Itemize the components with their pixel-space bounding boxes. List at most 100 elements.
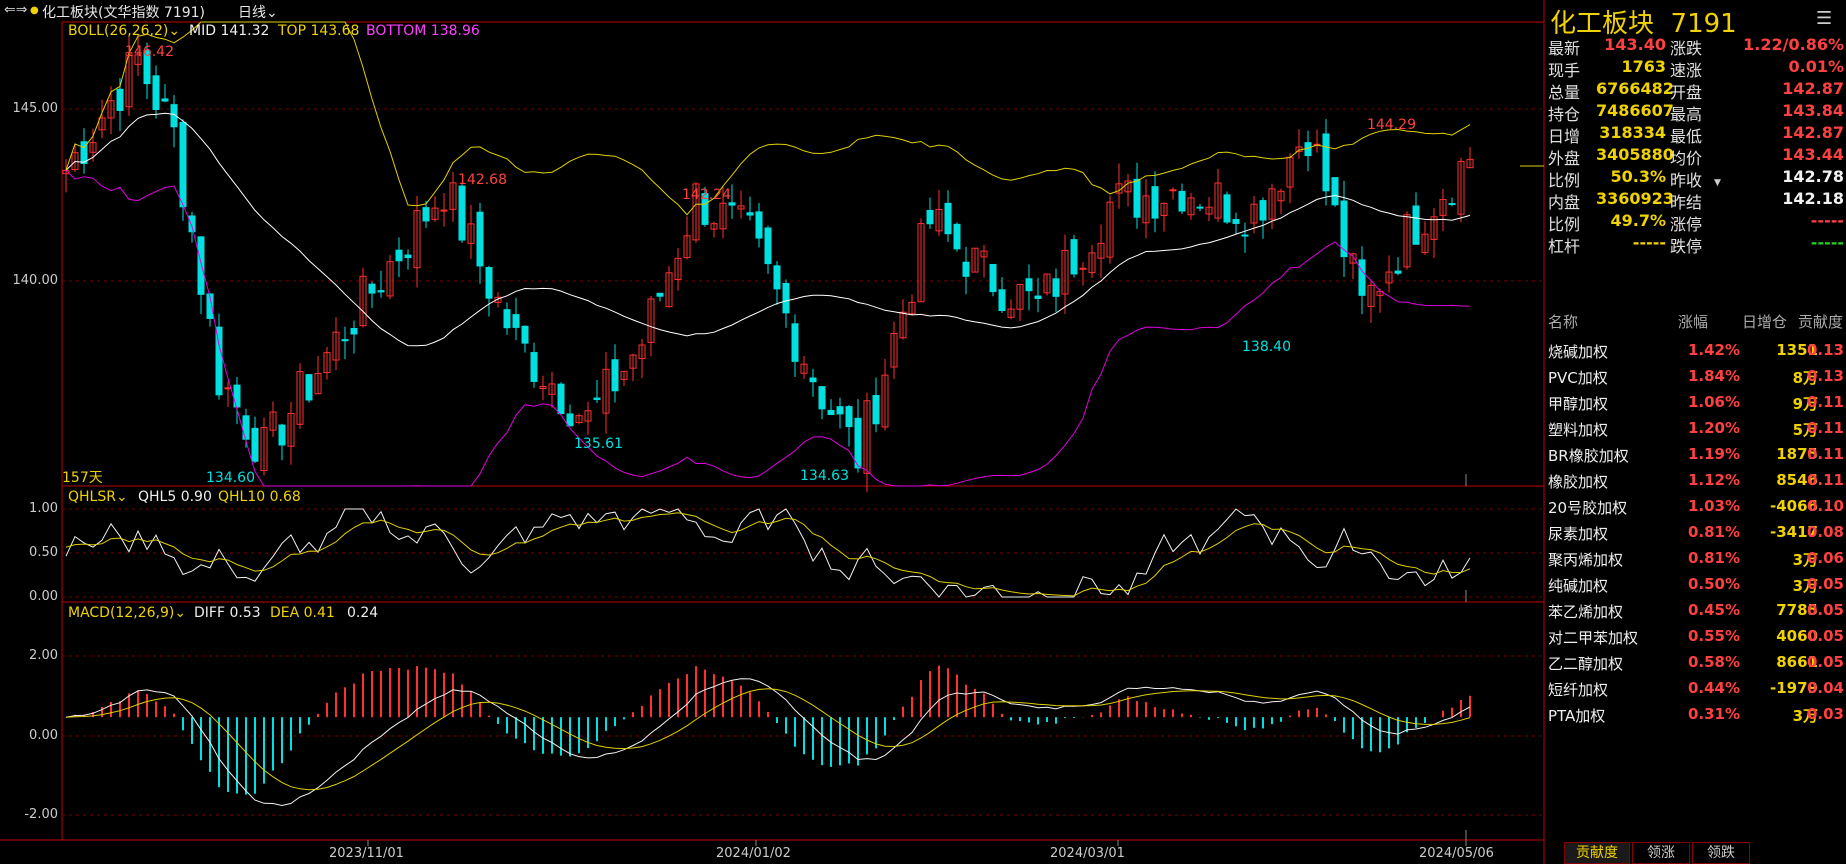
back-arrows-icon[interactable]: ⇐⇒ <box>4 2 28 18</box>
col-header-contrib[interactable]: 贡献度 <box>1798 313 1844 331</box>
menu-lines-icon[interactable]: ☰ <box>1816 8 1833 29</box>
row-contrib: 0.11 <box>1806 419 1844 437</box>
quote-panel: 化工板块 7191 ☰ 最新 143.40 涨跌 1.22/0.86% 现手 17… <box>1546 0 1846 864</box>
candle-body <box>80 141 88 164</box>
candle-body <box>152 75 160 110</box>
candle-body <box>584 410 592 422</box>
chevron-down-icon: ⌄ <box>266 5 278 21</box>
price-annotation: 138.40 <box>1242 339 1291 355</box>
candle-body <box>530 352 538 382</box>
row-name: PVC加权 <box>1548 369 1608 387</box>
candle-body <box>1457 160 1465 215</box>
row-contrib: 0.11 <box>1806 445 1844 463</box>
qhlsr-indicator-label[interactable]: QHLSR⌄ <box>68 489 128 505</box>
y-tick-label: -2.00 <box>24 807 58 822</box>
candle-body <box>1007 308 1015 318</box>
boll-mid-value: MID 141.32 <box>189 23 270 39</box>
candle-body <box>674 257 682 280</box>
quote-label: 昨结 <box>1670 193 1703 212</box>
candle-body <box>962 261 970 277</box>
col-header-name[interactable]: 名称 <box>1548 313 1579 331</box>
candle-body <box>908 301 916 315</box>
candle-body <box>953 223 961 250</box>
candle-body <box>467 223 475 244</box>
row-contrib: 0.13 <box>1806 341 1844 359</box>
quote-value: 6766482 <box>1596 79 1674 98</box>
candle-body <box>197 236 205 295</box>
candle-body <box>854 417 862 469</box>
row-name: 烧碱加权 <box>1548 343 1609 361</box>
row-change: 1.19% <box>1687 445 1740 463</box>
candle-body <box>269 411 277 431</box>
candle-body <box>1034 295 1042 299</box>
candle-body <box>989 263 997 293</box>
chevron-down-icon: ⌄ <box>174 605 187 621</box>
candle-body <box>620 370 628 380</box>
candle-body <box>332 331 340 361</box>
candle-body <box>593 397 601 400</box>
candle-body <box>134 54 142 65</box>
macd-dea-value: DEA 0.41 <box>270 605 335 621</box>
row-change: 0.81% <box>1687 523 1740 541</box>
candle-body <box>260 426 268 472</box>
candle-body <box>323 352 331 374</box>
candle-body <box>179 121 187 208</box>
quote-value: 0.01% <box>1788 57 1844 76</box>
candle-body <box>557 383 565 415</box>
row-change: 1.42% <box>1687 341 1740 359</box>
candle-body <box>1259 200 1267 221</box>
caret-down-icon[interactable]: ▼ <box>1714 178 1721 188</box>
quote-value: 50.3% <box>1610 167 1666 186</box>
candle-body <box>809 377 817 383</box>
candle-body <box>215 326 223 396</box>
candle-body <box>350 327 358 335</box>
period-selector[interactable]: 日线⌄ <box>238 2 278 22</box>
candle-body <box>170 104 178 128</box>
candle-body <box>683 235 691 259</box>
row-change: 1.03% <box>1687 497 1740 515</box>
macd-hist-value: 0.24 <box>347 605 379 621</box>
row-oi: 5万 <box>1792 421 1818 439</box>
quote-value: 142.78 <box>1782 167 1844 186</box>
candle-body <box>1358 259 1366 296</box>
quote-value: 143.44 <box>1782 145 1844 164</box>
row-name: BR橡胶加权 <box>1548 447 1629 465</box>
macd-indicator-label[interactable]: MACD(12,26,9)⌄ <box>68 605 187 621</box>
candle-body <box>1349 253 1357 264</box>
candle-body <box>71 152 79 171</box>
candle-body <box>458 185 466 241</box>
panel-title: 化工板块 7191 <box>1550 9 1737 39</box>
chart-topbar: ⇐⇒ ● 化工板块(文华指数 7191) 日线⌄ <box>0 0 1544 22</box>
row-change: 1.12% <box>1687 471 1740 489</box>
candle-body <box>827 409 835 416</box>
candle-body <box>314 373 322 395</box>
row-oi: -1979 <box>1770 679 1818 697</box>
candle-body <box>800 363 808 374</box>
chart-canvas[interactable] <box>0 0 1546 864</box>
row-oi: 8546 <box>1776 471 1818 489</box>
quote-label: 开盘 <box>1670 83 1703 102</box>
candle-body <box>251 427 259 462</box>
candle-body <box>521 325 529 344</box>
candle-body <box>440 209 448 212</box>
tab-contribution[interactable]: 贡献度 <box>1564 842 1630 864</box>
boll-top-line <box>65 21 1471 216</box>
row-contrib: 0.05 <box>1806 575 1844 593</box>
candle-body <box>1466 158 1474 169</box>
tab-top-losers[interactable]: 领跌 <box>1692 842 1750 864</box>
row-oi: 7785 <box>1776 601 1818 619</box>
boll-indicator-label[interactable]: BOLL(26,26,2)⌄ <box>68 23 181 39</box>
candle-body <box>1061 249 1069 295</box>
row-oi: 8661 <box>1776 653 1818 671</box>
quote-label: 比例 <box>1548 171 1581 190</box>
price-annotation: 134.60 <box>206 470 255 486</box>
candle-body <box>1394 270 1402 274</box>
instrument-title: 化工板块(文华指数 7191) <box>42 5 206 21</box>
candle-body <box>1106 201 1114 258</box>
row-change: 0.50% <box>1687 575 1740 593</box>
col-header-change[interactable]: 涨幅 <box>1678 313 1709 331</box>
row-contrib: 0.11 <box>1806 471 1844 489</box>
col-header-oi[interactable]: 日增仓 <box>1742 313 1788 331</box>
tab-top-gainers[interactable]: 领涨 <box>1632 842 1690 864</box>
row-name: 短纤加权 <box>1548 681 1609 699</box>
